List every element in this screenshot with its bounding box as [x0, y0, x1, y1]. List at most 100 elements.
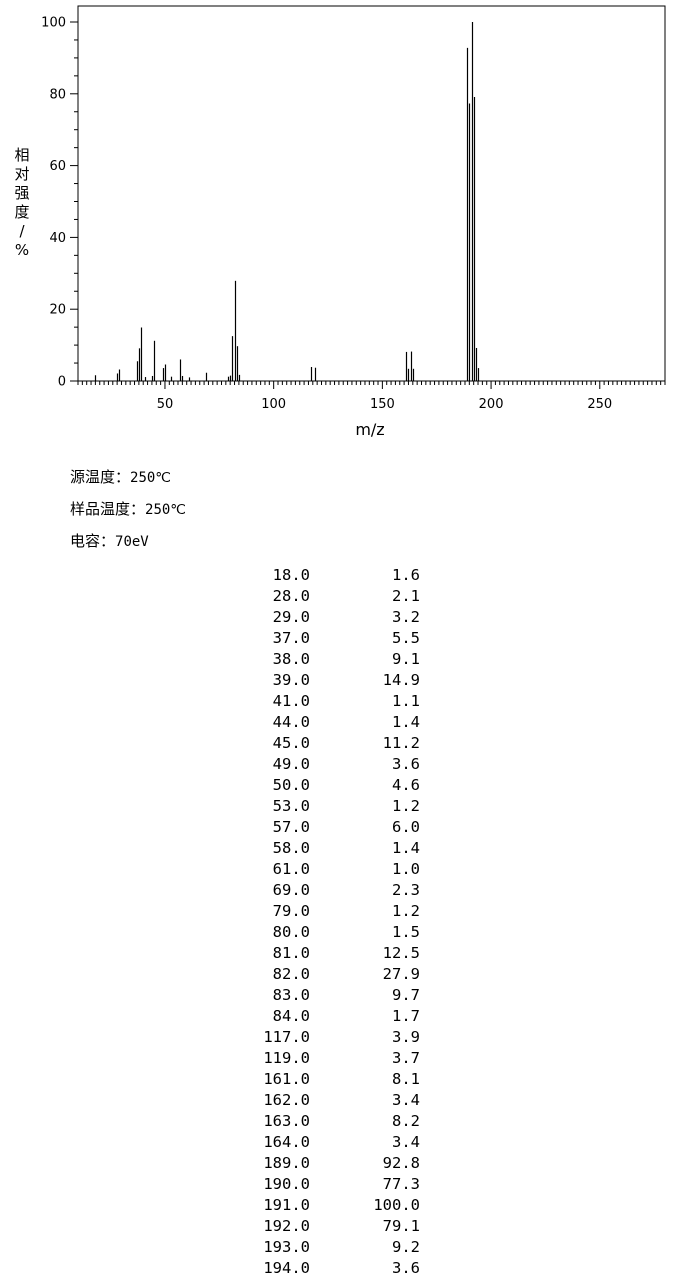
- x-tick-label: 150: [370, 397, 395, 412]
- abundance-cell: 3.7: [392, 1049, 420, 1067]
- y-tick-label: 80: [49, 87, 66, 102]
- mz-cell: 58.0: [272, 839, 310, 857]
- mz-cell: 82.0: [272, 965, 310, 983]
- abundance-cell: 8.2: [392, 1112, 420, 1130]
- mz-cell: 194.0: [263, 1259, 310, 1277]
- mz-cell: 37.0: [272, 629, 310, 647]
- ionization-energy: 电容：70eV: [70, 532, 149, 551]
- table-row: 80.0 1.5: [230, 923, 430, 944]
- abundance-cell: 2.3: [392, 881, 420, 899]
- table-row: 50.0 4.6: [230, 776, 430, 797]
- table-row: 37.0 5.5: [230, 629, 430, 650]
- mz-cell: 50.0: [272, 776, 310, 794]
- abundance-cell: 3.2: [392, 608, 420, 626]
- abundance-cell: 1.1: [392, 692, 420, 710]
- table-row: 194.0 3.6: [230, 1259, 430, 1280]
- table-row: 162.0 3.4: [230, 1091, 430, 1112]
- mz-cell: 192.0: [263, 1217, 310, 1235]
- table-row: 117.0 3.9: [230, 1028, 430, 1049]
- mz-cell: 41.0: [272, 692, 310, 710]
- mz-cell: 57.0: [272, 818, 310, 836]
- mz-cell: 81.0: [272, 944, 310, 962]
- y-tick-label: 0: [58, 375, 66, 390]
- abundance-cell: 5.5: [392, 629, 420, 647]
- axis-ticks: [70, 21, 666, 389]
- mz-cell: 45.0: [272, 734, 310, 752]
- y-axis-label-char: %: [15, 241, 29, 259]
- table-row: 189.0 92.8: [230, 1154, 430, 1175]
- mz-cell: 161.0: [263, 1070, 310, 1088]
- ionization-energy-value: 70eV: [115, 534, 149, 550]
- mz-cell: 189.0: [263, 1154, 310, 1172]
- mz-cell: 119.0: [263, 1049, 310, 1067]
- y-tick-label: 20: [49, 303, 66, 318]
- mz-cell: 117.0: [263, 1028, 310, 1046]
- table-row: 83.0 9.7: [230, 986, 430, 1007]
- mz-cell: 83.0: [272, 986, 310, 1004]
- abundance-cell: 100.0: [373, 1196, 420, 1214]
- abundance-cell: 1.2: [392, 902, 420, 920]
- abundance-cell: 9.2: [392, 1238, 420, 1256]
- table-row: 79.0 1.2: [230, 902, 430, 923]
- abundance-cell: 3.4: [392, 1091, 420, 1109]
- sample-temperature-label: 样品温度：: [70, 500, 146, 518]
- table-row: 61.0 1.0: [230, 860, 430, 881]
- y-axis-label-char: 相: [14, 146, 29, 164]
- abundance-cell: 1.6: [392, 566, 420, 584]
- y-tick-label: 40: [49, 231, 66, 246]
- table-row: 41.0 1.1: [230, 692, 430, 713]
- table-row: 192.0 79.1: [230, 1217, 430, 1238]
- abundance-cell: 9.1: [392, 650, 420, 668]
- abundance-cell: 79.1: [382, 1217, 420, 1235]
- abundance-cell: 2.1: [392, 587, 420, 605]
- mz-cell: 79.0: [272, 902, 310, 920]
- mz-cell: 191.0: [263, 1196, 310, 1214]
- mz-cell: 28.0: [272, 587, 310, 605]
- table-row: 119.0 3.7: [230, 1049, 430, 1070]
- mz-cell: 49.0: [272, 755, 310, 773]
- table-row: 38.0 9.1: [230, 650, 430, 671]
- mz-cell: 193.0: [263, 1238, 310, 1256]
- abundance-cell: 3.6: [392, 1259, 420, 1277]
- x-tick-label: 100: [261, 397, 286, 412]
- table-row: 193.0 9.2: [230, 1238, 430, 1259]
- x-tick-label: 250: [587, 397, 612, 412]
- mz-cell: 39.0: [272, 671, 310, 689]
- mz-cell: 38.0: [272, 650, 310, 668]
- table-row: 190.0 77.3: [230, 1175, 430, 1196]
- abundance-cell: 1.0: [392, 860, 420, 878]
- ionization-energy-label: 电容：: [70, 532, 116, 550]
- x-tick-label: 50: [157, 397, 174, 412]
- abundance-cell: 92.8: [382, 1154, 420, 1172]
- abundance-cell: 27.9: [382, 965, 420, 983]
- abundance-cell: 11.2: [382, 734, 420, 752]
- abundance-cell: 1.5: [392, 923, 420, 941]
- mz-cell: 69.0: [272, 881, 310, 899]
- source-temperature-value: 250℃: [130, 470, 172, 486]
- mz-cell: 163.0: [263, 1112, 310, 1130]
- table-row: 45.0 11.2: [230, 734, 430, 755]
- table-row: 49.0 3.6: [230, 755, 430, 776]
- plot-frame: [77, 5, 666, 382]
- mz-cell: 44.0: [272, 713, 310, 731]
- abundance-cell: 1.2: [392, 797, 420, 815]
- y-axis-label-char: 强: [14, 184, 29, 202]
- sample-temperature-value: 250℃: [145, 502, 187, 518]
- abundance-cell: 8.1: [392, 1070, 420, 1088]
- table-row: 84.0 1.7: [230, 1007, 430, 1028]
- table-row: 163.0 8.2: [230, 1112, 430, 1133]
- x-axis-label: m/z: [355, 420, 384, 439]
- abundance-cell: 14.9: [382, 671, 420, 689]
- table-row: 28.0 2.1: [230, 587, 430, 608]
- abundance-cell: 77.3: [382, 1175, 420, 1193]
- table-row: 53.0 1.2: [230, 797, 430, 818]
- mz-cell: 162.0: [263, 1091, 310, 1109]
- y-tick-label: 60: [49, 159, 66, 174]
- mz-cell: 29.0: [272, 608, 310, 626]
- mz-cell: 84.0: [272, 1007, 310, 1025]
- tick-labels: 50 100 150 200 250 0 20 40 60 80 100: [41, 16, 612, 413]
- y-axis-label-char: 对: [14, 165, 29, 183]
- table-row: 161.0 8.1: [230, 1070, 430, 1091]
- table-row: 69.0 2.3: [230, 881, 430, 902]
